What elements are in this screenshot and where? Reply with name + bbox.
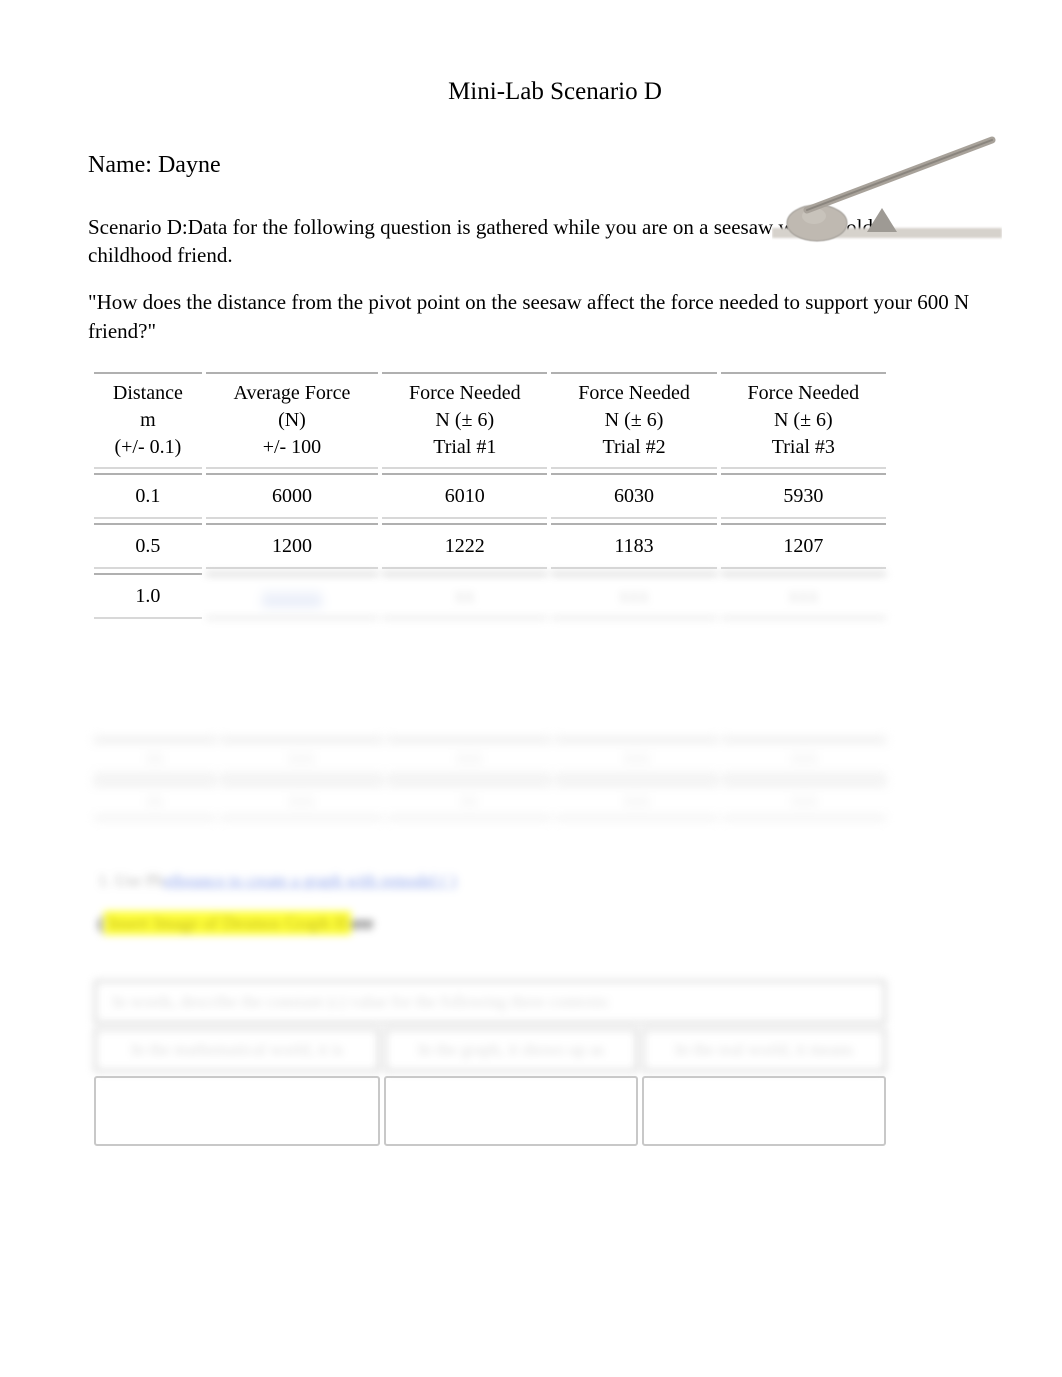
table-row-blurred: 1.0 xxxxxx xx xxx xxx [94, 573, 886, 619]
cell: 1183 [551, 523, 716, 569]
highlighted-text: Insert Image of Desmos Graph H [104, 911, 351, 935]
cell: xx [94, 739, 216, 776]
page-title: Mini-Lab Scenario D [88, 78, 1022, 106]
cell: xxx [220, 739, 384, 776]
table-row: 0.1 6000 6010 6030 5930 [94, 473, 886, 519]
col-header-avgforce: Average Force(N)+/- 100 [206, 372, 378, 469]
box-header-real: In the real world, it means [642, 1028, 886, 1072]
cell: xx [382, 573, 547, 619]
blurred-instruction-line: 1. Use Phetbounce to create a graph with… [98, 871, 1022, 891]
col-header-trial2: Force NeededN (± 6)Trial #2 [551, 372, 716, 469]
table-row-blurred: xx xxx xxx xxx xxx [94, 739, 886, 776]
table-header-row: Distancem(+/- 0.1) Average Force(N)+/- 1… [94, 372, 886, 469]
box-top-cell: In words, describe the constant (c) valu… [94, 980, 886, 1024]
cell: xxx [220, 782, 384, 819]
col-header-trial1: Force NeededN (± 6)Trial #1 [382, 372, 547, 469]
cell: 6030 [551, 473, 716, 519]
box-header-graph: In the graph, it shows up as [384, 1028, 638, 1072]
lever-illustration [772, 128, 1002, 248]
box-header-row: In the mathematical world, it is In the … [94, 1028, 886, 1072]
box-header-math: In the mathematical world, it is [94, 1028, 380, 1072]
cell: xxx [722, 739, 886, 776]
blurred-table: xx xxx xxx xxx xxx xx xxx xx xxx xxx [90, 733, 890, 825]
cell: 0.1 [94, 473, 202, 519]
box-answer-cell [94, 1076, 380, 1146]
table-row-blurred: xx xxx xx xxx xxx [94, 782, 886, 819]
box-top-row: In words, describe the constant (c) valu… [94, 980, 886, 1024]
cell: xxxxxx [206, 573, 378, 619]
box-answer-cell [642, 1076, 886, 1146]
cell: 6010 [382, 473, 547, 519]
col-header-trial3: Force NeededN (± 6)Trial #3 [721, 372, 886, 469]
cell: 5930 [721, 473, 886, 519]
cell: xx [387, 782, 551, 819]
data-table: Distancem(+/- 0.1) Average Force(N)+/- 1… [90, 368, 890, 623]
hl-suffix: ere [351, 913, 373, 933]
cell: xxx [387, 739, 551, 776]
box-answer-row [94, 1076, 886, 1146]
cell: 1.0 [94, 573, 202, 619]
cell: xxx [555, 782, 719, 819]
cell: xxx [551, 573, 716, 619]
cell: 1222 [382, 523, 547, 569]
col-header-distance: Distancem(+/- 0.1) [94, 372, 202, 469]
highlight-instruction-line: (Insert Image of Desmos Graph Here [98, 913, 1022, 934]
cell: xxx [721, 573, 886, 619]
cell: 1200 [206, 523, 378, 569]
cell: xxx [555, 739, 719, 776]
box-answer-cell [384, 1076, 638, 1146]
blur-link: etbounce to create a graph with remodel … [164, 871, 457, 890]
cell: 1207 [721, 523, 886, 569]
table-row: 0.5 1200 1222 1183 1207 [94, 523, 886, 569]
cell: xx [94, 782, 216, 819]
question-text: "How does the distance from the pivot po… [88, 288, 1022, 347]
cell: 6000 [206, 473, 378, 519]
context-box-table: In words, describe the constant (c) valu… [90, 976, 890, 1150]
blur-prefix: 1. Use Ph [98, 871, 164, 890]
cell: 0.5 [94, 523, 202, 569]
cell: xxx [722, 782, 886, 819]
